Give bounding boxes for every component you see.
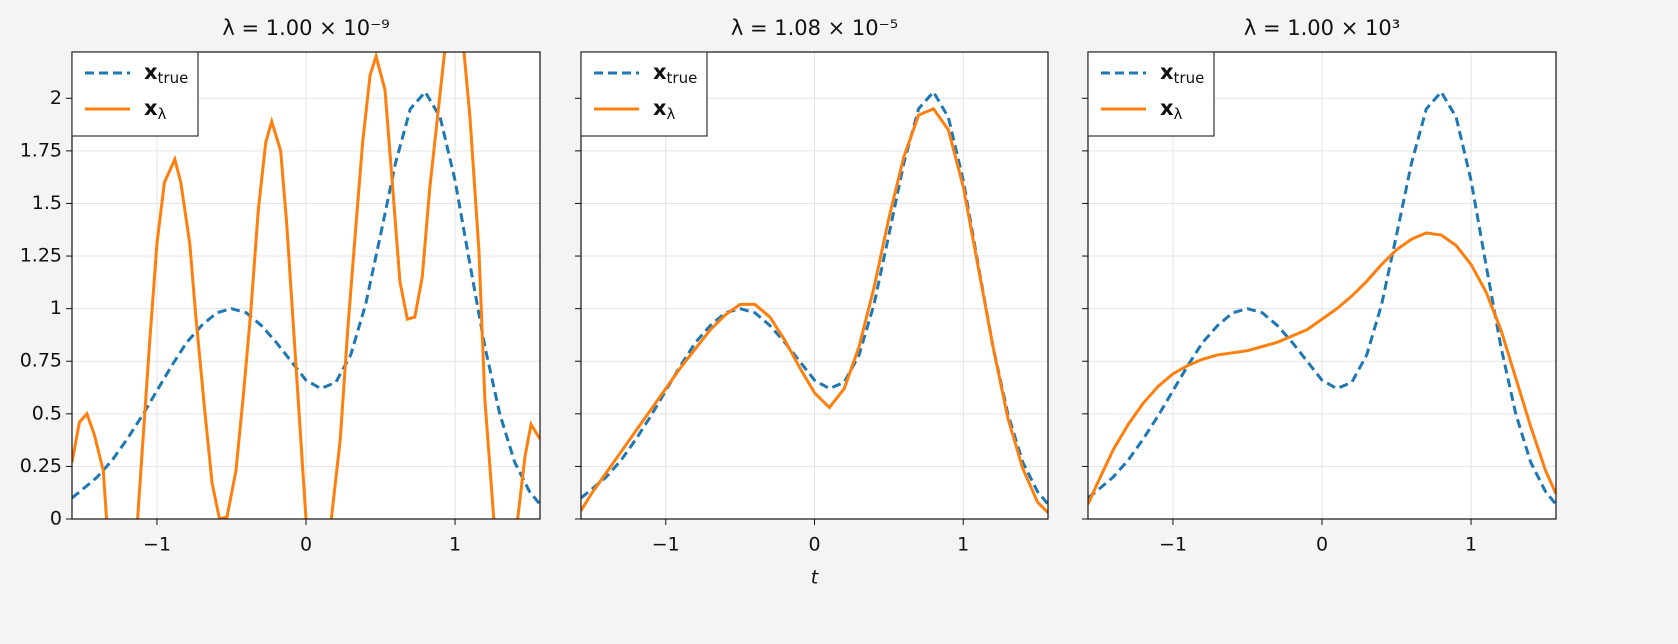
series-line bbox=[581, 106, 1048, 514]
series-line bbox=[72, 89, 540, 506]
legend-label: xλ bbox=[1160, 96, 1183, 123]
plot-frame bbox=[71, 51, 541, 520]
plot-frame bbox=[1087, 51, 1557, 520]
x-tick-label: −1 bbox=[652, 534, 680, 556]
x-tick-label: 0 bbox=[1316, 534, 1328, 556]
y-tick-label: 0.25 bbox=[20, 455, 62, 477]
legend-label: xλ bbox=[653, 96, 676, 123]
y-tick-label: 1 bbox=[50, 297, 62, 319]
y-tick-label: 1.75 bbox=[20, 139, 62, 161]
series-line bbox=[1088, 89, 1556, 506]
y-tick-label: 0 bbox=[50, 508, 62, 530]
plot-frame bbox=[580, 51, 1049, 520]
series-line bbox=[1088, 231, 1556, 505]
chart-title: λ = 1.00 × 10⁻⁹ bbox=[222, 16, 389, 40]
legend-label: xλ bbox=[144, 96, 167, 123]
x-tick-label: −1 bbox=[143, 534, 171, 556]
series-line bbox=[72, 52, 540, 519]
x-tick-label: −1 bbox=[1159, 534, 1187, 556]
legend-box bbox=[580, 51, 708, 137]
series-line bbox=[581, 89, 1048, 506]
legend-label: xtrue bbox=[144, 60, 188, 87]
chart-title: λ = 1.00 × 10³ bbox=[1244, 16, 1400, 40]
x-tick-label: 1 bbox=[449, 534, 461, 556]
legend-box bbox=[1087, 51, 1215, 137]
legend-box bbox=[71, 51, 199, 137]
y-tick-label: 0.5 bbox=[32, 402, 62, 424]
x-tick-label: 1 bbox=[957, 534, 969, 556]
y-tick-label: 0.75 bbox=[20, 350, 62, 372]
y-tick-label: 1.5 bbox=[32, 192, 62, 214]
y-tick-label: 1.25 bbox=[20, 245, 62, 267]
legend-label: xtrue bbox=[653, 60, 697, 87]
y-tick-label: 2 bbox=[50, 87, 62, 109]
x-tick-label: 0 bbox=[300, 534, 312, 556]
legend-label: xtrue bbox=[1160, 60, 1204, 87]
x-axis-label: t bbox=[811, 567, 820, 589]
chart-title: λ = 1.08 × 10⁻⁵ bbox=[731, 16, 898, 40]
x-tick-label: 1 bbox=[1465, 534, 1477, 556]
x-tick-label: 0 bbox=[808, 534, 820, 556]
